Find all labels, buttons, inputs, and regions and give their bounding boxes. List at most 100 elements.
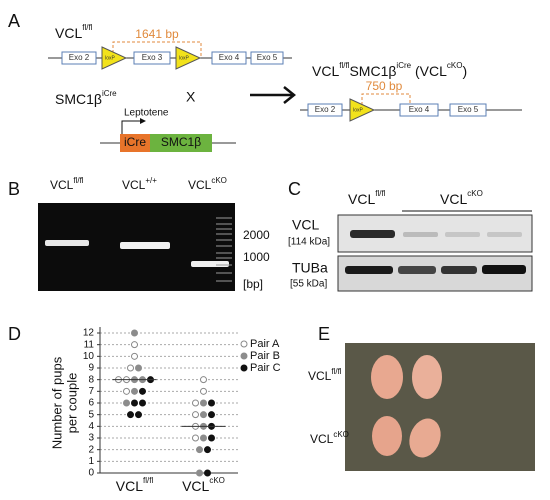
group-sup: fl/fl [375, 189, 385, 198]
dot [200, 376, 207, 384]
y-tick-label: 10 [83, 351, 95, 362]
blot-band [445, 232, 480, 237]
icre-box [120, 134, 150, 152]
dot [123, 387, 130, 395]
genotype: SMC1βiCre [55, 89, 117, 107]
panel-letter: B [8, 179, 20, 199]
row-label: TUBa [292, 260, 328, 276]
panel-letter: D [8, 324, 21, 344]
panel-letter: A [8, 11, 20, 31]
group-base: VCL [348, 191, 375, 207]
dot [208, 411, 215, 419]
big-arrow-head [283, 86, 297, 104]
y-tick-label: 1 [88, 456, 94, 467]
dot [131, 341, 138, 349]
y-tick-label: 6 [88, 398, 94, 409]
x-tick-label: VCLfl/fl [116, 476, 154, 494]
box-label: SMC1β [161, 135, 201, 149]
box-label: iCre [124, 135, 146, 149]
dot [131, 329, 138, 337]
blot-band [350, 230, 395, 238]
dot [192, 411, 199, 419]
lane-label: VCLfl/fl [50, 176, 84, 192]
sample-sup: cKO [333, 430, 349, 439]
dot [192, 399, 199, 407]
x-tick-label: VCLcKO [182, 476, 225, 494]
testis [412, 355, 442, 399]
testis [372, 416, 402, 456]
genotype-base: VCL [312, 63, 339, 79]
marker-label: [bp] [243, 277, 263, 291]
dot [139, 387, 146, 395]
blot-band [441, 266, 477, 274]
dot [131, 352, 138, 360]
sample-base: VCL [310, 432, 334, 446]
genotype-base: ) [462, 63, 467, 79]
loxp [175, 46, 202, 70]
exon [133, 51, 171, 65]
group-sup: cKO [467, 189, 483, 198]
legend-marker [240, 364, 248, 372]
exon [399, 103, 439, 117]
legend-marker [240, 340, 248, 348]
sample-base: VCL [308, 369, 332, 383]
promoter-label: Leptotene [124, 108, 169, 119]
dot [208, 399, 215, 407]
y-tick-label: 12 [83, 328, 95, 339]
exon [307, 103, 343, 117]
legend-label: Pair A [250, 338, 280, 350]
blot-band [345, 266, 393, 274]
panel-letter: E [318, 324, 330, 344]
exon-label: Exo 4 [219, 53, 240, 62]
dot [200, 411, 207, 419]
genotype-sup: cKO [447, 61, 463, 70]
dot [139, 399, 146, 407]
sample-label: VCLcKO [310, 430, 349, 446]
exon-label: Exo 5 [257, 53, 278, 62]
y-tick-label: 9 [88, 363, 94, 374]
y-tick-label: 5 [88, 409, 94, 420]
gel-band [45, 240, 89, 246]
y-axis-label: Number of pups [49, 356, 64, 449]
photo [345, 343, 535, 471]
dot [127, 364, 134, 372]
group-label: VCLfl/fl [348, 189, 386, 207]
exon [250, 51, 284, 65]
blot-band [398, 266, 436, 274]
genotype-sup: fl/fl [339, 61, 349, 70]
size-bracket [361, 93, 411, 110]
marker-label: 2000 [243, 228, 270, 242]
marker-label: 1000 [243, 250, 270, 264]
dot [135, 364, 142, 372]
dot [200, 434, 207, 442]
category-base: VCL [116, 478, 143, 494]
dot [127, 411, 134, 419]
y-tick-label: 2 [88, 444, 94, 455]
testis [409, 418, 441, 458]
exon [211, 51, 247, 65]
y-tick-label: 4 [88, 421, 94, 432]
smc-box [150, 134, 212, 152]
dot [135, 411, 142, 419]
category-base: VCL [182, 478, 209, 494]
y-tick-label: 8 [88, 374, 94, 385]
exon-label: Exo 3 [142, 53, 163, 62]
genotype-sup: iCre [396, 61, 411, 70]
blot-band [487, 232, 522, 237]
row-size: [114 kDa] [288, 237, 330, 248]
exon [449, 103, 487, 117]
lane-sup: cKO [211, 176, 227, 185]
genotype-base: SMC1β [349, 63, 396, 79]
y-tick-label: 11 [84, 339, 95, 350]
lane-sup: +/+ [145, 176, 157, 185]
category-sup: fl/fl [143, 476, 153, 485]
group-label: VCLcKO [440, 189, 483, 207]
legend-label: Pair B [250, 350, 280, 362]
lane-label: VCL+/+ [122, 176, 157, 192]
lane-base: VCL [188, 178, 212, 192]
dot [200, 399, 207, 407]
blot-band [482, 265, 526, 274]
loxp-label: loxP [105, 55, 115, 61]
result-genotype: VCLfl/flSMC1βiCre (VCLcKO) [312, 61, 467, 79]
dot [131, 399, 138, 407]
